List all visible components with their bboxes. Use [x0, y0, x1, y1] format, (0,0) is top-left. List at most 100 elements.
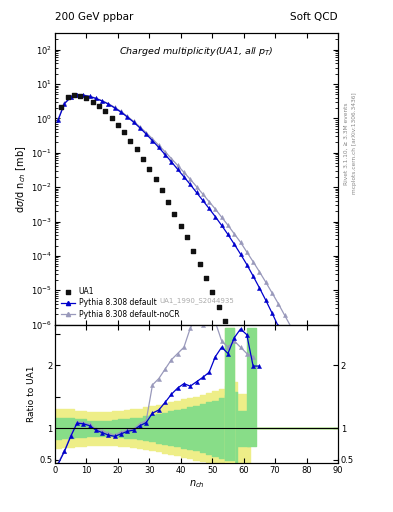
- UA1: [121, 128, 127, 136]
- Pythia 8.308 default-noCR: [100, 98, 105, 104]
- Pythia 8.308 default: [307, 396, 312, 402]
- Text: Charged multiplicity(UA1, all $p_T$): Charged multiplicity(UA1, all $p_T$): [119, 45, 274, 58]
- Pythia 8.308 default: [207, 205, 211, 211]
- UA1: [108, 114, 115, 122]
- UA1: [102, 107, 108, 115]
- Pythia 8.308 default: [100, 98, 105, 104]
- UA1: [146, 165, 152, 173]
- UA1: [134, 145, 140, 154]
- Pythia 8.308 default: [182, 174, 186, 180]
- UA1: [178, 222, 184, 230]
- Pythia 8.308 default: [119, 109, 123, 115]
- Text: mcplots.cern.ch [arXiv:1306.3436]: mcplots.cern.ch [arXiv:1306.3436]: [352, 93, 357, 194]
- Pythia 8.308 default-noCR: [207, 199, 211, 205]
- Pythia 8.308 default: [276, 323, 281, 329]
- Pythia 8.308 default-noCR: [314, 372, 318, 378]
- Line: Pythia 8.308 default: Pythia 8.308 default: [56, 93, 331, 447]
- Text: Rivet 3.1.10, ≥ 3.3M events: Rivet 3.1.10, ≥ 3.3M events: [344, 102, 349, 185]
- Pythia 8.308 default-noCR: [112, 104, 117, 111]
- Pythia 8.308 default-noCR: [182, 169, 186, 176]
- Pythia 8.308 default-noCR: [219, 214, 224, 220]
- UA1: [171, 209, 178, 218]
- Pythia 8.308 default-noCR: [144, 130, 149, 136]
- UA1: [58, 103, 64, 112]
- Pythia 8.308 default-noCR: [307, 359, 312, 366]
- Pythia 8.308 default-noCR: [270, 290, 274, 296]
- UA1: [165, 198, 171, 206]
- Pythia 8.308 default: [150, 138, 155, 144]
- UA1: [196, 260, 203, 268]
- Pythia 8.308 default-noCR: [68, 94, 73, 100]
- Pythia 8.308 default-noCR: [119, 109, 123, 115]
- Pythia 8.308 default: [244, 262, 249, 268]
- UA1: [159, 186, 165, 194]
- Pythia 8.308 default: [175, 166, 180, 173]
- Pythia 8.308 default: [194, 189, 199, 196]
- Y-axis label: d$\sigma$/d n$_{ch}$ [mb]: d$\sigma$/d n$_{ch}$ [mb]: [15, 145, 28, 212]
- UA1: [127, 137, 134, 145]
- Pythia 8.308 default-noCR: [106, 101, 111, 107]
- Pythia 8.308 default: [320, 426, 325, 433]
- Pythia 8.308 default: [314, 411, 318, 417]
- Pythia 8.308 default: [270, 310, 274, 316]
- Pythia 8.308 default: [232, 241, 237, 247]
- Pythia 8.308 default: [263, 297, 268, 303]
- Pythia 8.308 default: [213, 214, 218, 220]
- Pythia 8.308 default: [131, 119, 136, 125]
- UA1: [115, 121, 121, 129]
- Pythia 8.308 default-noCR: [288, 324, 293, 330]
- Pythia 8.308 default: [94, 95, 98, 101]
- UA1: [152, 175, 159, 183]
- UA1: [222, 316, 228, 325]
- Pythia 8.308 default-noCR: [169, 156, 174, 162]
- Pythia 8.308 default-noCR: [138, 124, 142, 130]
- UA1: [90, 97, 96, 105]
- Pythia 8.308 default: [163, 152, 167, 158]
- Pythia 8.308 default-noCR: [200, 191, 205, 197]
- Pythia 8.308 default-noCR: [320, 385, 325, 391]
- Pythia 8.308 default: [56, 117, 61, 123]
- Pythia 8.308 default-noCR: [75, 92, 79, 98]
- Pythia 8.308 default: [62, 100, 67, 106]
- UA1: [228, 331, 234, 339]
- Pythia 8.308 default-noCR: [150, 136, 155, 142]
- Pythia 8.308 default-noCR: [226, 222, 230, 228]
- Pythia 8.308 default-noCR: [131, 118, 136, 124]
- Pythia 8.308 default: [169, 159, 174, 165]
- Line: Pythia 8.308 default-noCR: Pythia 8.308 default-noCR: [56, 93, 331, 403]
- UA1: [190, 247, 196, 255]
- Pythia 8.308 default: [257, 285, 262, 291]
- Pythia 8.308 default: [81, 92, 86, 98]
- Pythia 8.308 default-noCR: [301, 347, 306, 353]
- Pythia 8.308 default: [200, 198, 205, 204]
- Pythia 8.308 default-noCR: [263, 279, 268, 285]
- Pythia 8.308 default-noCR: [213, 206, 218, 212]
- Pythia 8.308 default-noCR: [257, 269, 262, 275]
- UA1: [140, 155, 146, 163]
- Pythia 8.308 default-noCR: [232, 231, 237, 237]
- Pythia 8.308 default-noCR: [238, 239, 243, 245]
- Pythia 8.308 default-noCR: [175, 162, 180, 168]
- Pythia 8.308 default: [288, 351, 293, 357]
- UA1: [77, 92, 83, 100]
- Pythia 8.308 default-noCR: [156, 142, 161, 148]
- Pythia 8.308 default: [219, 222, 224, 228]
- Pythia 8.308 default-noCR: [62, 100, 67, 106]
- Pythia 8.308 default-noCR: [163, 148, 167, 155]
- Pythia 8.308 default: [75, 92, 79, 98]
- Legend: UA1, Pythia 8.308 default, Pythia 8.308 default-noCR: UA1, Pythia 8.308 default, Pythia 8.308 …: [59, 285, 182, 321]
- UA1: [203, 274, 209, 283]
- Pythia 8.308 default-noCR: [56, 116, 61, 122]
- Pythia 8.308 default: [238, 251, 243, 257]
- UA1: [209, 288, 215, 296]
- Pythia 8.308 default: [68, 94, 73, 100]
- Text: Soft QCD: Soft QCD: [290, 12, 338, 22]
- Pythia 8.308 default: [282, 337, 287, 343]
- Pythia 8.308 default-noCR: [251, 259, 255, 265]
- Pythia 8.308 default: [106, 101, 111, 107]
- X-axis label: $n_{ch}$: $n_{ch}$: [189, 478, 204, 489]
- UA1: [83, 94, 90, 102]
- Text: 200 GeV ppbar: 200 GeV ppbar: [55, 12, 133, 22]
- Y-axis label: Ratio to UA1: Ratio to UA1: [28, 366, 36, 422]
- Pythia 8.308 default: [125, 114, 130, 120]
